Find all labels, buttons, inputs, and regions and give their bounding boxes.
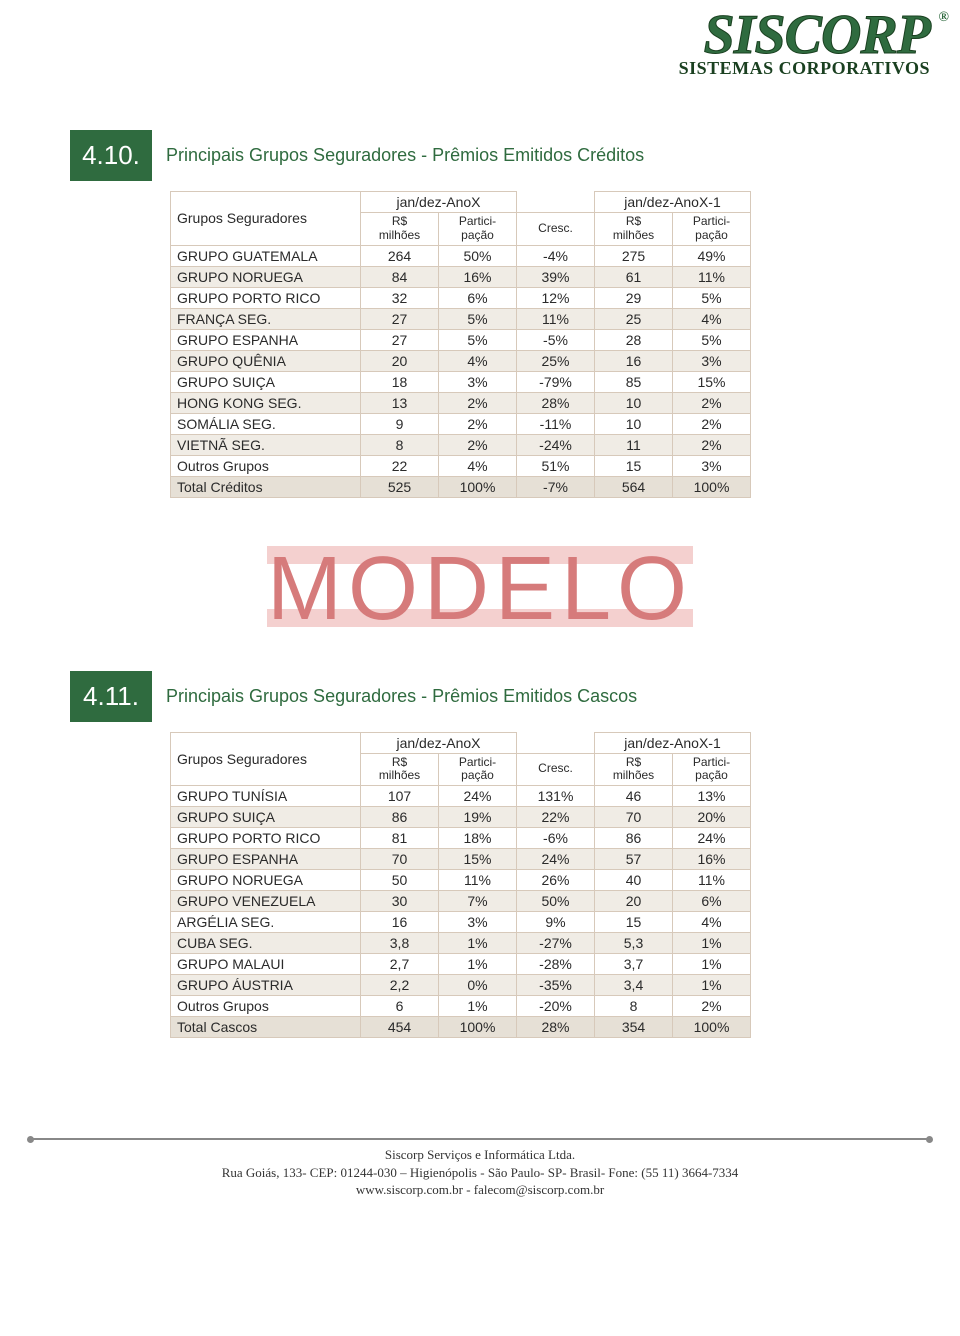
table-row: GRUPO SUIÇA183%-79%8515%	[171, 371, 751, 392]
table-411: Grupos Seguradores jan/dez-AnoX jan/dez-…	[170, 732, 751, 1039]
table-row: Outros Grupos224%51%153%	[171, 455, 751, 476]
col-rs1: R$milhões	[361, 213, 439, 246]
section-number-410: 4.10.	[70, 130, 152, 181]
table-row: GRUPO SUIÇA8619%22%7020%	[171, 807, 751, 828]
page-footer: Siscorp Serviços e Informática Ltda. Rua…	[0, 1140, 960, 1219]
section-number-411: 4.11.	[70, 671, 152, 722]
table-row: SOMÁLIA SEG.92%-11%102%	[171, 413, 751, 434]
table-row: GRUPO PORTO RICO8118%-6%8624%	[171, 828, 751, 849]
table-row: VIETNÃ SEG.82%-24%112%	[171, 434, 751, 455]
table-row: GRUPO NORUEGA5011%26%4011%	[171, 870, 751, 891]
section-header-410: 4.10. Principais Grupos Seguradores - Pr…	[70, 130, 890, 181]
watermark: MODELO	[70, 538, 890, 641]
table-row: ARGÉLIA SEG.163%9%154%	[171, 912, 751, 933]
col-rs2: R$milhões	[595, 213, 673, 246]
watermark-text: MODELO	[267, 538, 693, 641]
table-row: GRUPO VENEZUELA307%50%206%	[171, 891, 751, 912]
table-411-wrap: Grupos Seguradores jan/dez-AnoX jan/dez-…	[170, 732, 890, 1039]
table-row: GRUPO ÁUSTRIA2,20%-35%3,41%	[171, 975, 751, 996]
section-title-410: Principais Grupos Seguradores - Prêmios …	[166, 145, 644, 166]
table-row: GRUPO MALAUI2,71%-28%3,71%	[171, 954, 751, 975]
section-header-411: 4.11. Principais Grupos Seguradores - Pr…	[70, 671, 890, 722]
table-row: Outros Grupos61%-20%82%	[171, 996, 751, 1017]
table-row: Grupos Seguradores jan/dez-AnoX jan/dez-…	[171, 192, 751, 213]
col-rs2: R$milhões	[595, 753, 673, 786]
table-410-wrap: Grupos Seguradores jan/dez-AnoX jan/dez-…	[170, 191, 890, 498]
total-row-411: Total Cascos 454 100% 28% 354 100%	[171, 1017, 751, 1038]
table-row: GRUPO QUÊNIA204%25%163%	[171, 350, 751, 371]
table-row: CUBA SEG.3,81%-27%5,31%	[171, 933, 751, 954]
period-prev-header: jan/dez-AnoX-1	[595, 192, 751, 213]
table-row: Grupos Seguradores jan/dez-AnoX jan/dez-…	[171, 732, 751, 753]
table-row: GRUPO NORUEGA8416%39%6111%	[171, 266, 751, 287]
table-row: GRUPO ESPANHA7015%24%5716%	[171, 849, 751, 870]
col-part2: Partici-pação	[673, 753, 751, 786]
period-curr-header: jan/dez-AnoX	[361, 192, 517, 213]
col-part1: Partici-pação	[439, 753, 517, 786]
period-curr-header: jan/dez-AnoX	[361, 732, 517, 753]
footer-rule	[30, 1138, 930, 1140]
col-cresc: Cresc.	[517, 213, 595, 246]
period-prev-header: jan/dez-AnoX-1	[595, 732, 751, 753]
document-page: SISCORP SISTEMAS CORPORATIVOS 4.10. Prin…	[0, 0, 960, 1108]
footer-line-2: Rua Goiás, 133- CEP: 01244-030 – Higienó…	[0, 1164, 960, 1182]
footer-line-3: www.siscorp.com.br - falecom@siscorp.com…	[0, 1181, 960, 1199]
table-row: GRUPO TUNÍSIA10724%131%4613%	[171, 786, 751, 807]
table-row: GRUPO ESPANHA275%-5%285%	[171, 329, 751, 350]
table-row: GRUPO PORTO RICO326%12%295%	[171, 287, 751, 308]
table-410: Grupos Seguradores jan/dez-AnoX jan/dez-…	[170, 191, 751, 498]
company-logo: SISCORP SISTEMAS CORPORATIVOS	[600, 10, 930, 79]
total-row-410: Total Créditos 525 100% -7% 564 100%	[171, 476, 751, 497]
table-row: HONG KONG SEG.132%28%102%	[171, 392, 751, 413]
col-cresc: Cresc.	[517, 753, 595, 786]
table-row: FRANÇA SEG.275%11%254%	[171, 308, 751, 329]
logo-main-text: SISCORP	[704, 10, 930, 60]
footer-line-1: Siscorp Serviços e Informática Ltda.	[0, 1146, 960, 1164]
col-part1: Partici-pação	[439, 213, 517, 246]
table-row: GRUPO GUATEMALA26450%-4%27549%	[171, 245, 751, 266]
col-rs1: R$milhões	[361, 753, 439, 786]
section-title-411: Principais Grupos Seguradores - Prêmios …	[166, 686, 637, 707]
col-part2: Partici-pação	[673, 213, 751, 246]
